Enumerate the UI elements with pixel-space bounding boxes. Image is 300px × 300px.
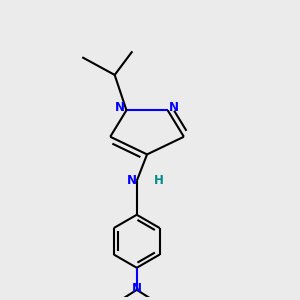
Text: N: N: [132, 282, 142, 295]
Text: N: N: [169, 101, 179, 114]
Text: H: H: [154, 174, 164, 188]
Text: N: N: [127, 174, 137, 188]
Text: N: N: [115, 101, 125, 114]
